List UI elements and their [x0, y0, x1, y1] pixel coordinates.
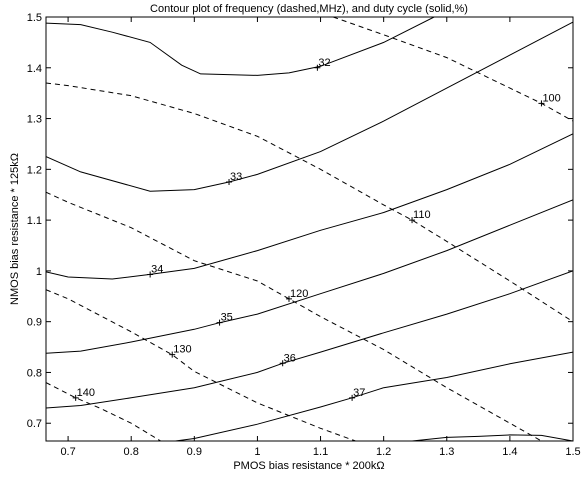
contour-label: 100: [542, 92, 560, 104]
contour-label-marker: [169, 351, 176, 358]
contour-label-marker: [349, 394, 356, 401]
contour-label: 36: [284, 352, 296, 364]
x-tick-label: 1.1: [313, 446, 328, 458]
x-tick-label: 0.7: [60, 446, 75, 458]
chart-title: Contour plot of frequency (dashed,MHz), …: [150, 3, 468, 15]
contour-label: 130: [173, 344, 191, 356]
duty-cycle-contour-35: [46, 199, 573, 354]
y-tick-label: 1.2: [27, 164, 42, 176]
contour-label-marker: [147, 271, 154, 278]
frequency-contour-130: [46, 289, 358, 441]
y-tick-label: 1.3: [27, 114, 42, 126]
x-tick-label: 1.2: [376, 446, 391, 458]
y-tick-label: 0.7: [27, 418, 42, 430]
contour-label-marker: [72, 394, 79, 401]
x-tick-label: 0.9: [187, 446, 202, 458]
x-tick-label: 1.4: [502, 446, 517, 458]
contour-label-marker: [409, 217, 416, 224]
duty-cycle-contour-34: [46, 133, 573, 280]
y-tick-label: 0.9: [27, 317, 42, 329]
y-tick-label: 1.5: [27, 12, 42, 24]
y-axis: 0.7 0.8 0.9 1 1.1 1.2 1.3 1.4 1.5: [27, 12, 573, 430]
y-tick-label: 1: [36, 266, 42, 278]
x-axis: 0.7 0.8 0.9 1 1.1 1.2 1.3 1.4 1.5: [60, 17, 581, 458]
x-tick-label: 0.8: [124, 446, 139, 458]
plot-area: [45, 16, 574, 442]
contour-label: 34: [151, 263, 163, 275]
contour-label: 37: [353, 387, 365, 399]
contour-label: 33: [230, 171, 242, 183]
contour-label-marker: [285, 295, 292, 302]
contour-label-marker: [216, 319, 223, 326]
frequency-contour-100: [333, 17, 573, 122]
contour-label: 140: [77, 387, 95, 399]
duty-cycle-contour-32: [46, 17, 435, 76]
frequency-contour-110: [46, 82, 573, 323]
contour-label-marker: [314, 64, 321, 71]
contour-label-marker: [279, 360, 286, 367]
contour-label-group: 32 33 34 35 36 37 100 110 120 130 140: [72, 57, 561, 401]
x-tick-label: 1.3: [439, 446, 454, 458]
duty-cycle-contour-33: [46, 21, 573, 192]
contour-label: 120: [290, 288, 308, 300]
contour-label: 32: [318, 57, 330, 69]
x-tick-label: 1.5: [565, 446, 580, 458]
contour-label-marker: [538, 100, 545, 107]
frequency-contour-140: [46, 382, 162, 441]
y-tick-label: 1.4: [27, 63, 42, 75]
y-axis-label: NMOS bias resistance * 125kΩ: [9, 153, 21, 305]
x-axis-label: PMOS bias resistance * 200kΩ: [233, 460, 384, 472]
y-tick-label: 1.1: [27, 215, 42, 227]
frequency-contour-120: [46, 191, 543, 441]
y-tick-label: 0.8: [27, 367, 42, 379]
duty-cycle-contour-unlabeled: [412, 434, 573, 441]
x-tick-label: 1: [254, 446, 260, 458]
contour-label: 110: [413, 209, 431, 221]
contour-label-marker: [226, 179, 233, 186]
contour-label: 35: [221, 312, 233, 324]
